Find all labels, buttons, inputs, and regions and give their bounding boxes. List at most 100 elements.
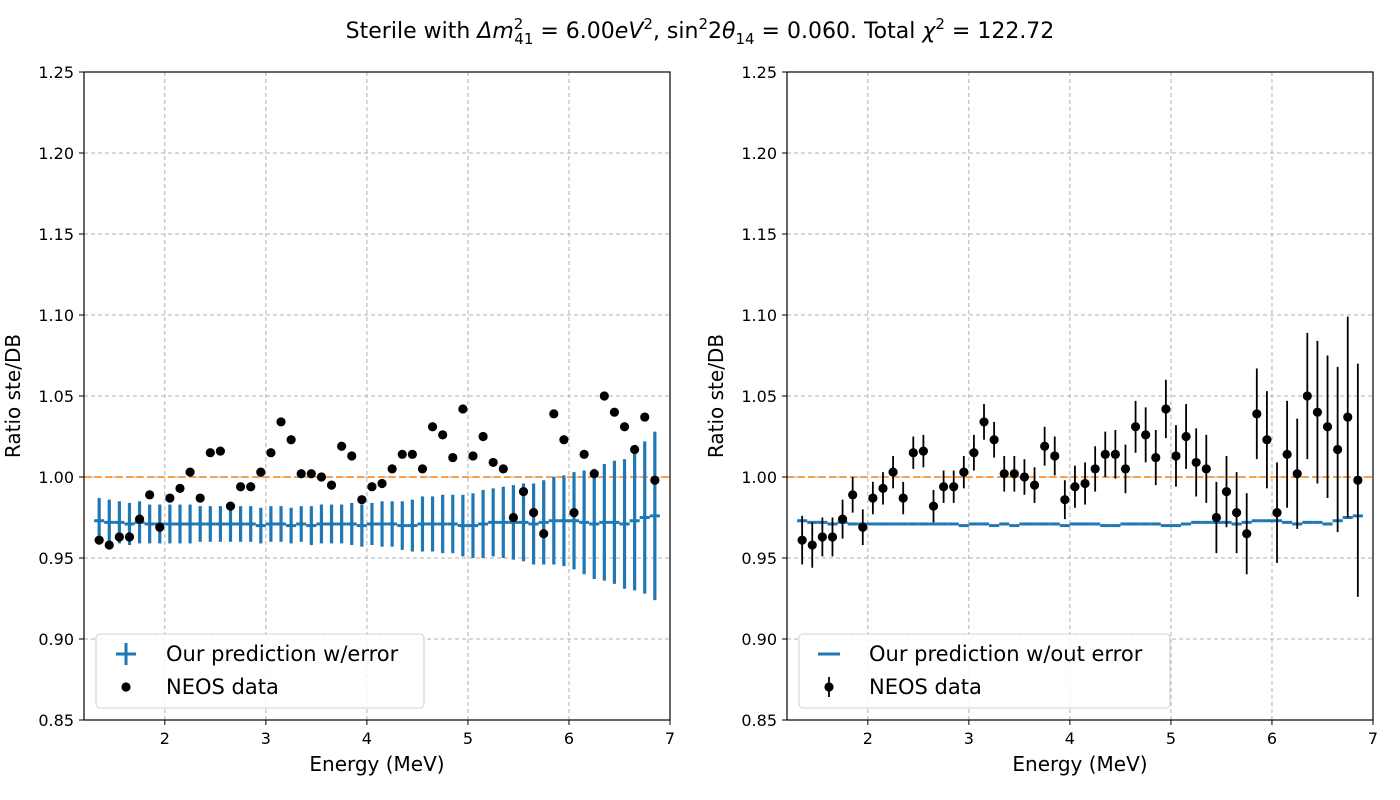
y-tick-label: 1.05 bbox=[741, 387, 777, 406]
data-point bbox=[1110, 449, 1120, 459]
data-point bbox=[417, 464, 428, 474]
data-point bbox=[114, 532, 124, 542]
data-point bbox=[427, 422, 438, 432]
data-point bbox=[589, 469, 599, 479]
data-point bbox=[1070, 482, 1080, 492]
title-part: 2 bbox=[698, 15, 708, 33]
data-point bbox=[959, 467, 969, 477]
data-point bbox=[888, 467, 898, 477]
data-point bbox=[1242, 529, 1252, 539]
title-part: , sin bbox=[653, 19, 699, 44]
data-point bbox=[1080, 478, 1090, 489]
data-point bbox=[1050, 451, 1060, 461]
data-point bbox=[569, 508, 579, 518]
x-tick-label: 6 bbox=[564, 729, 574, 748]
data-point bbox=[266, 448, 276, 458]
data-point bbox=[1151, 452, 1161, 463]
legend-box bbox=[798, 633, 1171, 709]
data-point bbox=[918, 446, 928, 456]
data-point bbox=[195, 493, 205, 503]
x-tick-label: 5 bbox=[1166, 729, 1176, 748]
data-point bbox=[539, 529, 549, 539]
data-point bbox=[124, 532, 135, 542]
data-point bbox=[1161, 404, 1171, 414]
data-point bbox=[498, 464, 508, 474]
title-part: = 122.72 bbox=[945, 19, 1054, 44]
data-point bbox=[1343, 412, 1353, 422]
data-point bbox=[999, 469, 1009, 479]
data-point bbox=[559, 435, 569, 445]
data-point bbox=[155, 522, 165, 532]
data-point bbox=[94, 535, 104, 545]
legend-label: NEOS data bbox=[166, 675, 279, 699]
x-tick-label: 2 bbox=[863, 729, 873, 748]
data-point bbox=[215, 446, 225, 456]
title-part: θ bbox=[722, 19, 736, 44]
data-point bbox=[1100, 449, 1110, 459]
data-point bbox=[650, 475, 660, 485]
y-tick-label: 1.20 bbox=[38, 144, 74, 163]
data-point bbox=[1262, 435, 1272, 445]
data-point bbox=[609, 407, 620, 417]
x-tick-label: 6 bbox=[1267, 729, 1277, 748]
data-point bbox=[1191, 457, 1201, 468]
x-tick-label: 7 bbox=[1368, 729, 1378, 748]
data-point bbox=[1353, 475, 1363, 485]
data-point bbox=[145, 490, 155, 500]
data-point bbox=[1211, 512, 1221, 523]
left-panel: 2 3 4 5 6 7 0.85 0.90 0.95 1.00 1.05 1.10 1.15 1.20 1.… bbox=[1, 63, 675, 776]
title-part: 2 bbox=[514, 15, 524, 33]
title-part: Δm bbox=[475, 19, 513, 44]
data-point bbox=[579, 449, 589, 459]
data-point bbox=[1141, 430, 1151, 440]
data-point bbox=[316, 472, 327, 482]
title-part: Sterile with bbox=[346, 19, 478, 44]
data-point bbox=[1171, 451, 1181, 461]
data-point bbox=[508, 512, 518, 523]
x-axis-label: Energy (MeV) bbox=[1012, 752, 1147, 776]
data-point bbox=[599, 391, 609, 401]
data-point bbox=[448, 452, 458, 463]
data-point bbox=[807, 540, 817, 550]
right-panel: 2 3 4 5 6 7 0.85 0.90 0.95 1.00 1.05 1.10 1.15 1.20 1.… bbox=[704, 63, 1378, 776]
title-part: eV bbox=[615, 19, 646, 44]
data-point bbox=[979, 417, 989, 427]
figure-title: Sterile with Δm2 41 = 6.00eV2, sin22θ14 =… bbox=[346, 15, 1055, 48]
data-point bbox=[367, 482, 377, 492]
data-point bbox=[1312, 407, 1323, 417]
data-point bbox=[858, 522, 868, 532]
data-point bbox=[898, 493, 908, 503]
x-tick-label: 5 bbox=[463, 729, 473, 748]
y-axis-label: Ratio ste/DB bbox=[1, 334, 25, 458]
data-point bbox=[377, 478, 387, 489]
title-part: = 6.00 bbox=[533, 19, 614, 44]
data-point bbox=[458, 404, 468, 414]
data-point bbox=[878, 483, 888, 493]
data-point bbox=[478, 431, 488, 442]
x-tick-label: 2 bbox=[160, 729, 170, 748]
data-point bbox=[246, 482, 256, 492]
data-point bbox=[1232, 508, 1242, 518]
data-point bbox=[276, 417, 286, 427]
data-point bbox=[236, 482, 246, 492]
y-tick-label: 0.95 bbox=[741, 549, 777, 568]
y-axis-label: Ratio ste/DB bbox=[704, 334, 728, 458]
title-part: = 0.060. Total bbox=[755, 19, 923, 44]
y-tick-label: 1.15 bbox=[741, 225, 777, 244]
data-point bbox=[1060, 495, 1070, 505]
data-point bbox=[837, 514, 848, 524]
data-point bbox=[1029, 480, 1040, 490]
data-point bbox=[518, 486, 529, 497]
data-point bbox=[438, 430, 448, 440]
data-point bbox=[488, 457, 498, 468]
data-point bbox=[848, 490, 858, 500]
y-tick-label: 0.95 bbox=[38, 549, 74, 568]
data-point bbox=[256, 467, 266, 477]
data-point bbox=[225, 501, 236, 511]
legend-handle-data bbox=[824, 682, 834, 692]
data-point bbox=[175, 483, 185, 493]
x-tick-label: 7 bbox=[665, 729, 675, 748]
data-point bbox=[397, 449, 407, 459]
title-part: 2 bbox=[643, 15, 653, 33]
